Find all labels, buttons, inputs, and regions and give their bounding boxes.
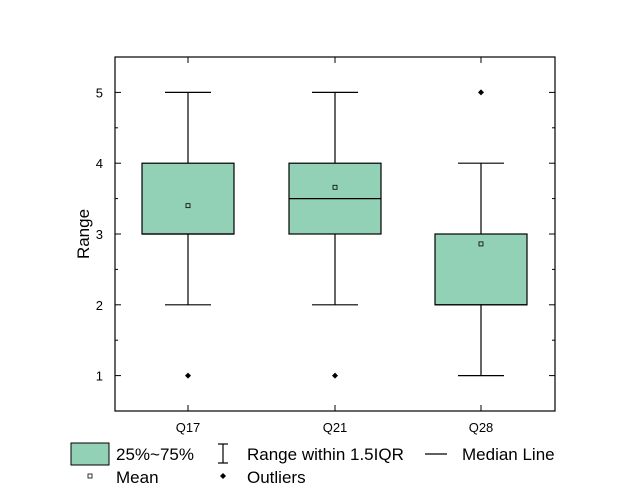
iqr-box [141,162,235,235]
outlier-point [332,372,338,379]
mean-marker [332,184,338,190]
box-series [141,89,528,379]
legend-median-label: Median Line [462,445,555,464]
x-tick-label: Q28 [469,420,494,435]
y-axis-title: Range [74,209,93,259]
box-q17 [141,91,235,379]
legend-box-swatch [70,442,110,466]
outlier-point [185,372,191,379]
x-tick-label: Q21 [323,420,348,435]
outlier-marker-icon [220,473,226,479]
legend-outliers-label: Outliers [247,468,306,487]
y-tick-label: 5 [96,85,103,100]
legend: 25%~75% Range within 1.5IQR Median Line … [70,442,555,487]
x-axis: Q17 Q21 Q28 [176,57,494,435]
iqr-box [434,233,528,306]
legend-mean-label: Mean [116,468,159,487]
range-icon [218,443,228,464]
y-tick-label: 1 [96,369,103,384]
box-q28 [434,89,528,377]
x-tick-label: Q17 [176,420,201,435]
y-tick-label: 4 [96,156,103,171]
y-tick-label: 2 [96,298,103,313]
y-axis: 1 2 3 4 5 [96,56,555,412]
legend-range-label: Range within 1.5IQR [247,445,404,464]
legend-box-label: 25%~75% [116,445,194,464]
outlier-point [478,89,484,96]
mean-marker [478,241,484,247]
box-q21 [288,91,382,379]
y-tick-label: 3 [96,227,103,242]
mean-marker [185,203,191,209]
mean-marker-icon [87,473,93,479]
